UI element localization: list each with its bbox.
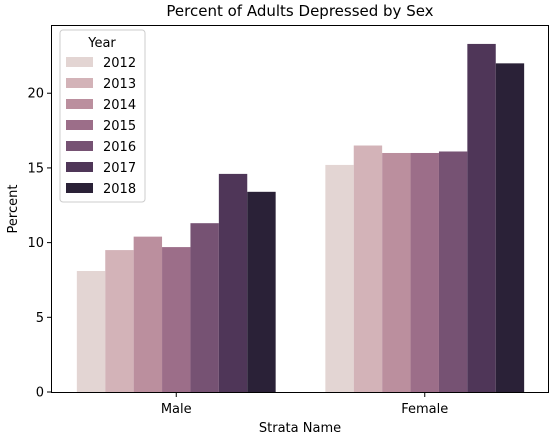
legend-swatch-2013 [66,78,93,88]
bar-male-2016 [190,223,219,392]
legend-swatch-2014 [66,99,93,109]
legend-label-2012: 2012 [103,56,136,71]
legend: Year 2012 2013 2014 2015 2016 2017 2018 [59,29,146,203]
legend-label-2013: 2013 [103,77,136,92]
legend-label-2017: 2017 [103,161,136,176]
x-axis-ticks: Male Female [161,392,448,417]
legend-frame [59,29,146,203]
bar-male-2013 [105,250,134,392]
bar-female-2013 [353,145,383,392]
y-tick-label: 5 [36,311,44,326]
bar-female-2018 [495,63,525,393]
y-tick-label: 10 [27,236,44,251]
bar-male-2015 [162,247,191,392]
legend-swatch-2018 [66,183,93,193]
legend-swatch-2016 [66,141,93,151]
x-tick-label: Male [161,402,192,417]
bars-group [76,43,525,393]
bar-male-2012 [76,270,106,392]
bar-female-2017 [467,43,496,393]
bar-male-2018 [247,191,276,392]
y-tick-label: 15 [27,161,44,176]
y-axis-ticks: 0 5 10 15 20 [27,87,52,401]
legend-label-2015: 2015 [103,119,136,134]
chart-title: Percent of Adults Depressed by Sex [166,2,433,20]
y-axis-label: Percent [6,185,21,234]
plot-frame [51,25,549,393]
y-tick-label: 0 [36,386,44,401]
bar-female-2012 [325,164,354,392]
x-tick-label: Female [401,402,448,417]
x-axis-label: Strata Name [259,421,341,436]
legend-swatch-2015 [66,120,93,130]
y-tick-label: 20 [27,87,44,102]
bar-female-2016 [438,151,468,392]
bar-female-2014 [382,152,411,392]
bar-female-2015 [410,152,439,392]
legend-label-2018: 2018 [103,182,136,197]
legend-label-2014: 2014 [103,98,136,113]
bar-male-2017 [218,173,248,392]
legend-title: Year [87,36,116,51]
legend-items: 2012 2013 2014 2015 2016 2017 2018 [66,56,136,197]
bar-male-2014 [133,236,163,392]
legend-swatch-2017 [66,162,93,172]
legend-label-2016: 2016 [103,140,136,155]
legend-swatch-2012 [66,57,93,67]
